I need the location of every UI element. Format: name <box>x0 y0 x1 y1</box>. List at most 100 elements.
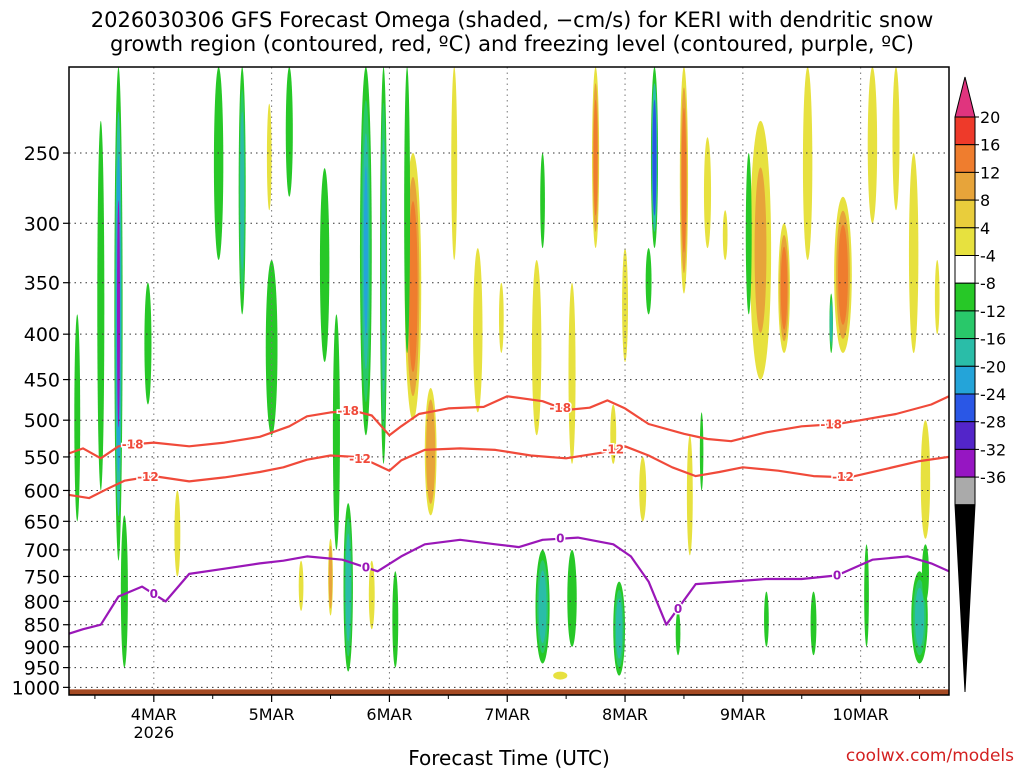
omega-cell <box>681 107 687 253</box>
y-tick-label: 1000 <box>12 677 60 699</box>
colorbar-box <box>954 144 976 173</box>
x-tick-label: 6MAR <box>366 705 412 724</box>
x-tick-label: 8MAR <box>602 705 648 724</box>
omega-cell <box>568 282 576 464</box>
colorbar-box <box>954 116 976 146</box>
omega-cell <box>745 153 752 315</box>
omega-cell <box>404 67 411 353</box>
omega-cell <box>174 490 181 577</box>
colorbar-label: 20 <box>980 108 1000 127</box>
omega-cell <box>921 544 929 602</box>
colorbar-box <box>954 171 976 201</box>
terrain-fill <box>69 689 949 695</box>
omega-cell <box>652 99 657 216</box>
contour-label: 0 <box>362 560 370 574</box>
x-axis-label: Forecast Time (UTC) <box>408 746 610 768</box>
omega-cell <box>864 544 869 647</box>
colorbar-label: -28 <box>980 413 1006 432</box>
omega-cell <box>473 248 483 413</box>
contour-label: 0 <box>833 568 841 582</box>
omega-cell <box>120 515 128 668</box>
y-tick-label: 550 <box>24 447 60 469</box>
omega-cell <box>639 456 647 522</box>
chart-title-line-2: growth region (contoured, red, ºC) and f… <box>110 32 914 56</box>
y-tick-label: 600 <box>24 480 60 502</box>
omega-cell <box>867 67 878 224</box>
y-tick-label: 300 <box>24 213 60 235</box>
omega-cell <box>240 111 245 270</box>
omega-cell <box>538 570 547 644</box>
omega-cell <box>699 412 704 491</box>
contour-line--12 <box>69 445 949 500</box>
omega-cell <box>298 560 304 611</box>
colorbar-box <box>954 476 976 506</box>
omega-cell <box>622 248 628 363</box>
contour-label: -12 <box>137 470 159 484</box>
omega-cell <box>645 248 652 315</box>
colorbar-box <box>954 421 976 450</box>
y-tick-label: 450 <box>24 370 60 392</box>
x-tick-label: 10MAR <box>833 705 889 724</box>
omega-cell <box>408 201 418 373</box>
omega-cell <box>934 260 940 335</box>
contour-label: -18 <box>820 417 842 431</box>
omega-cell <box>116 200 120 428</box>
y-tick-label: 950 <box>24 658 60 680</box>
colorbar-label: 8 <box>980 191 990 210</box>
omega-cell <box>615 598 623 659</box>
y-tick-label: 650 <box>24 511 60 533</box>
omega-cell <box>332 314 340 550</box>
contour-line-0 <box>69 536 949 635</box>
credit-text: coolwx.com/models <box>846 746 1014 766</box>
x-tick-label: 5MAR <box>249 705 295 724</box>
colorbar-bottom-arrow <box>954 504 976 693</box>
omega-cell <box>802 67 813 261</box>
contour-label: 0 <box>674 602 682 616</box>
x-tick-label: 9MAR <box>720 705 766 724</box>
omega-cell <box>144 282 152 405</box>
omega-cell <box>392 571 399 668</box>
omega-cell <box>426 399 436 504</box>
contour-label: 0 <box>150 587 158 601</box>
y-tick-label: 750 <box>24 566 60 588</box>
colorbar-top-arrow <box>954 76 976 118</box>
omega-cell <box>722 210 728 261</box>
colorbar-box <box>954 448 976 478</box>
colorbar-label: -16 <box>980 330 1006 349</box>
omega-cell <box>593 99 598 216</box>
colorbar-label: -12 <box>980 302 1006 321</box>
omega-cell <box>285 67 293 197</box>
x-tick-sublabel: 2026 <box>133 723 174 742</box>
omega-cell <box>368 560 375 630</box>
omega-cell <box>363 166 368 336</box>
omega-cell <box>381 138 386 393</box>
x-tick-label: 4MAR <box>131 705 177 724</box>
omega-cell <box>908 153 919 353</box>
plot-area: -18 -18 -18 -18 -12 -12 -12 -12 0 0 0 0 0 <box>69 67 949 695</box>
colorbar-label: 12 <box>980 163 1000 182</box>
y-tick-label: 900 <box>24 637 60 659</box>
colorbar-box <box>954 365 976 395</box>
colorbar-label: -4 <box>980 247 996 266</box>
y-tick-label: 800 <box>24 591 60 613</box>
y-axis: 2503003504004505005506006507007508008509… <box>12 143 69 699</box>
y-tick-label: 500 <box>24 410 60 432</box>
colorbar-label: -8 <box>980 274 996 293</box>
y-tick-label: 850 <box>24 615 60 637</box>
colorbar-label: -32 <box>980 440 1006 459</box>
omega-cell <box>319 168 330 363</box>
grid-lines <box>69 67 949 695</box>
omega-cell <box>780 246 788 330</box>
x-tick-label: 7MAR <box>484 705 530 724</box>
omega-cell <box>920 420 931 539</box>
omega-cell <box>838 224 848 325</box>
x-axis: 4MAR 5MAR 6MAR 7MAR 8MAR 9MAR 10MAR 2026 <box>94 695 921 742</box>
contour-label: -18 <box>122 438 144 452</box>
omega-cell <box>266 103 272 211</box>
y-tick-label: 700 <box>24 540 60 562</box>
colorbar-box <box>954 199 976 229</box>
contour-lines: -18 -18 -18 -18 -12 -12 -12 -12 0 0 0 0 0 <box>69 395 949 635</box>
chart-title-line-1: 2026030306 GFS Forecast Omega (shaded, −… <box>90 8 934 32</box>
omega-cell <box>213 67 224 261</box>
omega-cell <box>97 120 105 491</box>
